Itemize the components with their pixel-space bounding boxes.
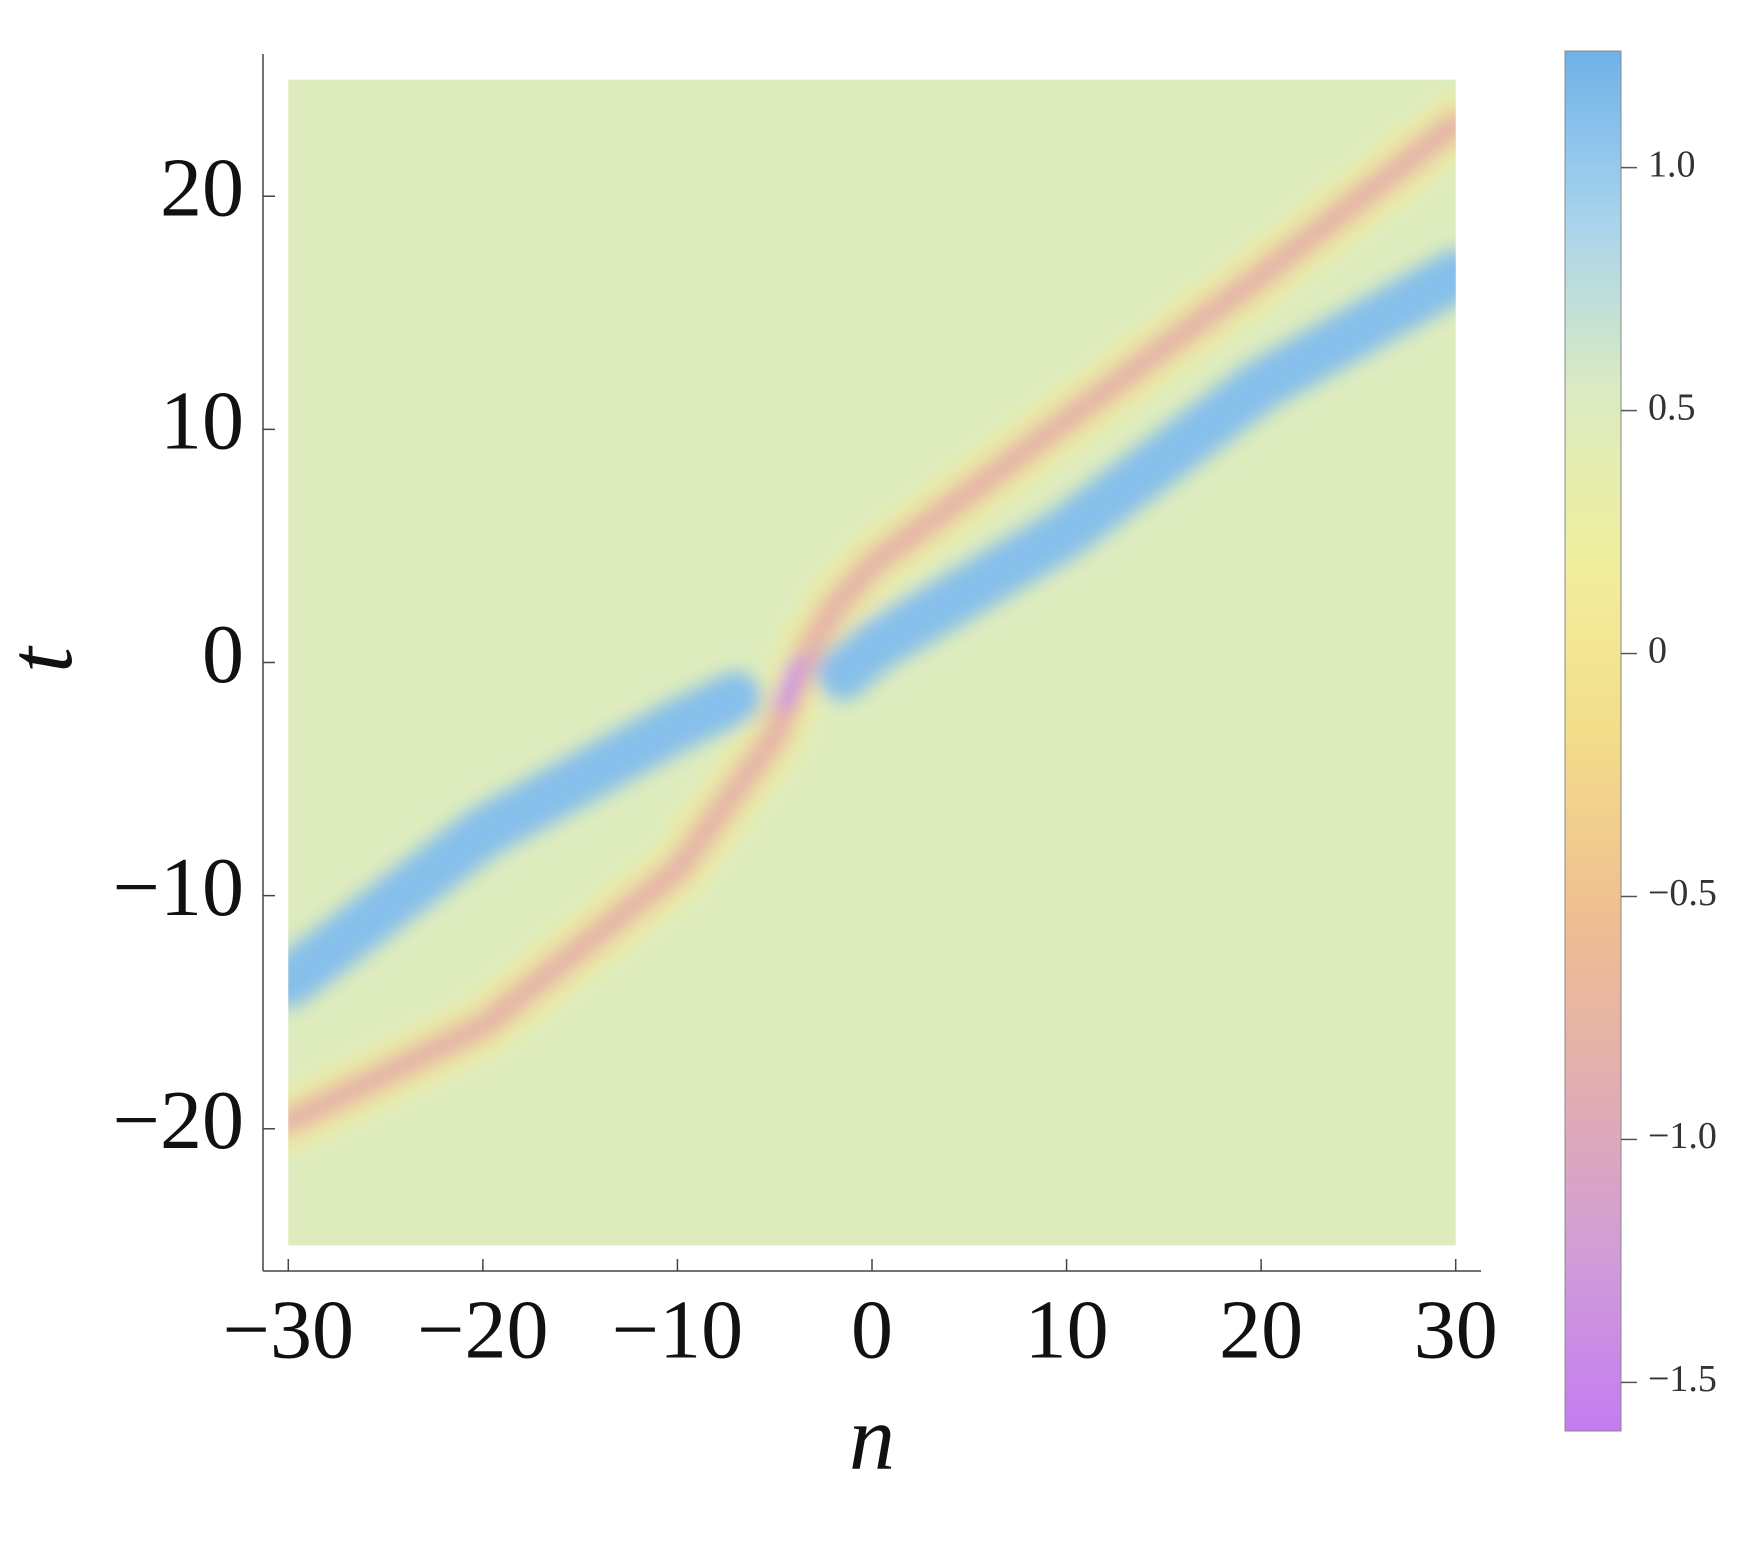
density-band <box>288 110 1456 1135</box>
x-tick-label: 10 <box>1025 1283 1109 1376</box>
colorbar-tick-label: 0 <box>1648 629 1667 671</box>
colorbar-tick-label: 1.0 <box>1648 143 1696 185</box>
colorbar <box>1564 50 1622 1432</box>
colorbar-tick-label: −1.5 <box>1648 1358 1717 1400</box>
density-band <box>816 249 1456 701</box>
y-tick-label: 20 <box>160 141 244 234</box>
colorbar-tick-label: −0.5 <box>1648 872 1717 914</box>
density-band <box>775 655 806 712</box>
colorbar-tick-label: −1.0 <box>1648 1115 1717 1157</box>
density-bands <box>288 95 1456 1151</box>
x-axis-label: n <box>849 1387 895 1489</box>
y-axis-label: t <box>0 645 91 673</box>
y-tick-label: 10 <box>160 375 244 468</box>
x-tick-label: −30 <box>223 1283 354 1376</box>
x-tick-label: −10 <box>612 1283 743 1376</box>
y-tick-label: 0 <box>202 608 244 701</box>
x-tick-label: 30 <box>1414 1283 1498 1376</box>
colorbar-tick-label: 0.5 <box>1648 386 1696 428</box>
density-field <box>288 95 1456 1151</box>
y-tick-label: −20 <box>113 1074 244 1167</box>
x-tick-label: −20 <box>417 1283 548 1376</box>
density-band <box>288 671 762 1008</box>
x-tick-label: 0 <box>851 1283 893 1376</box>
y-tick-label: −10 <box>113 841 244 934</box>
x-tick-label: 20 <box>1219 1283 1303 1376</box>
